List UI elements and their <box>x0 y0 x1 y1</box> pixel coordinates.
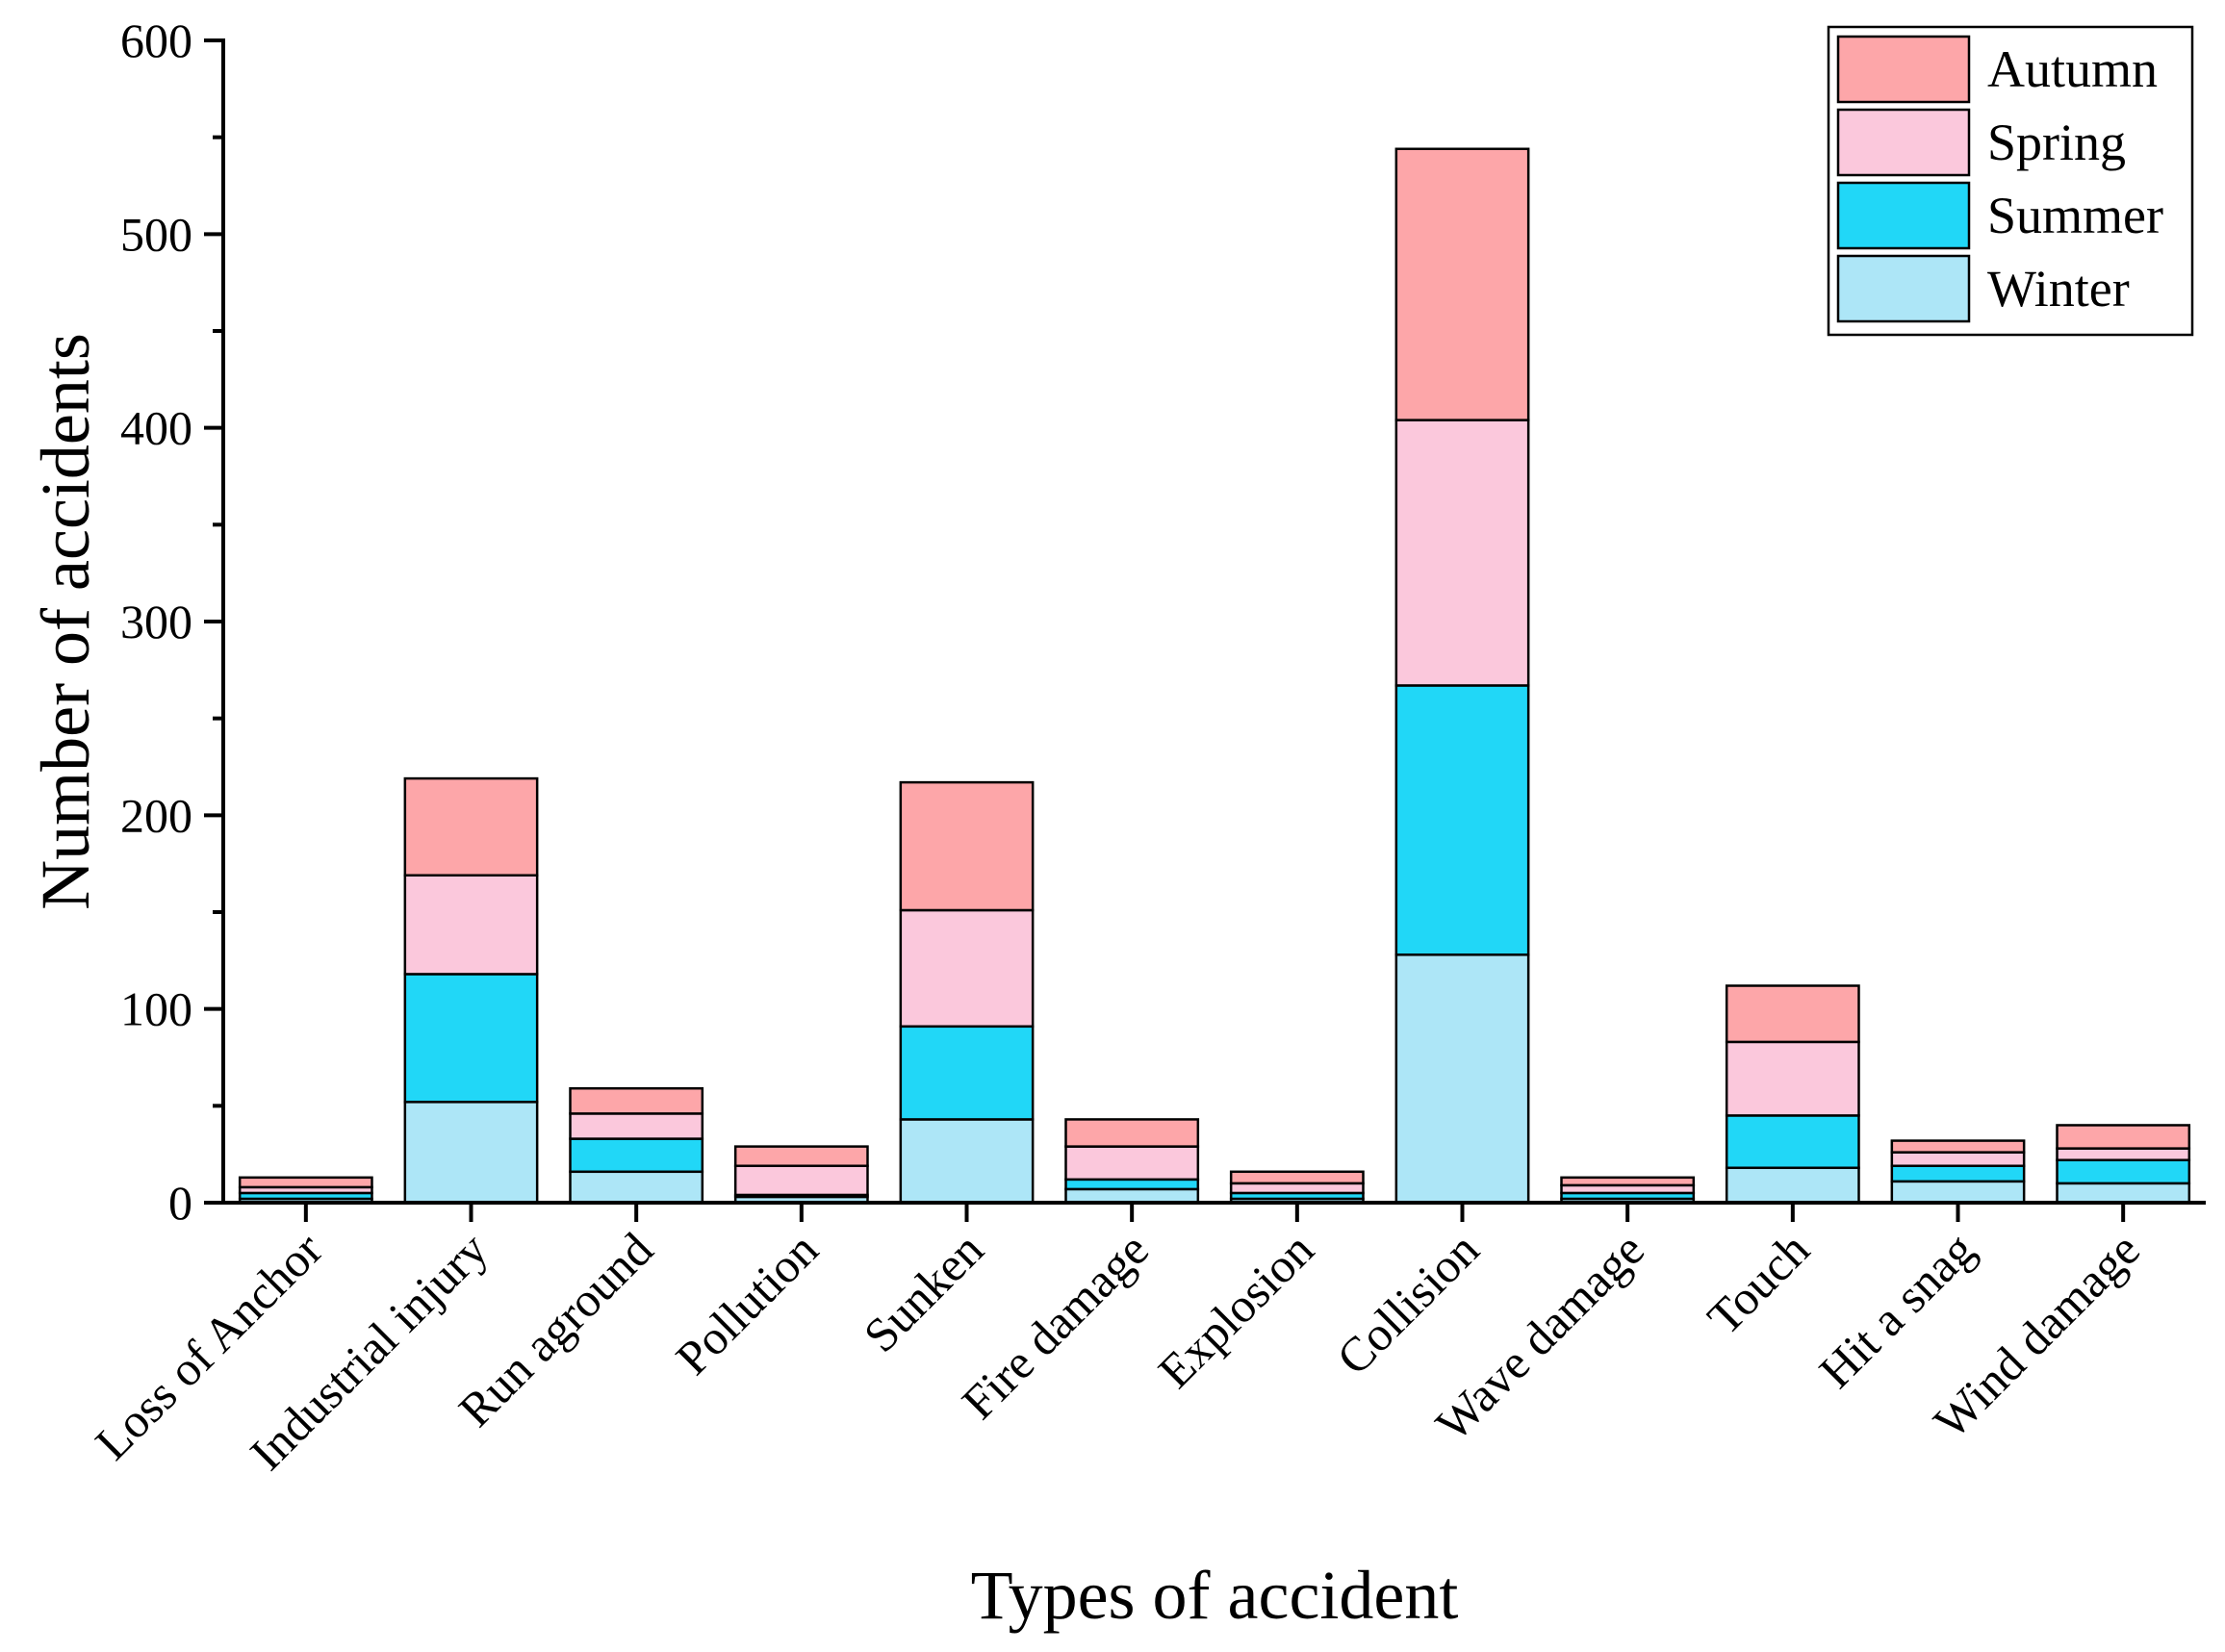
bar-summer-industrial-injury <box>403 973 539 1104</box>
bar-autumn-wind-damage <box>2056 1124 2191 1150</box>
bar-autumn-hit-a-snag <box>1890 1139 2026 1154</box>
legend-swatch-summer <box>1836 181 1971 250</box>
bar-spring-collision <box>1394 419 1530 687</box>
bar-area <box>238 147 2191 1205</box>
bar-winter-wind-damage <box>2056 1182 2191 1205</box>
x-tick-label: Hit a snag <box>1808 1222 1984 1398</box>
legend-label-winter: Winter <box>1987 260 2130 318</box>
bar-spring-sunken <box>899 908 1035 1029</box>
x-tick-label: Touch <box>1697 1222 1819 1344</box>
bar-spring-run-aground <box>569 1112 704 1140</box>
bar-summer-run-aground <box>569 1137 704 1174</box>
bar-autumn-collision <box>1394 147 1530 421</box>
bar-winter-run-aground <box>569 1170 704 1205</box>
y-axis-title: Number of accidents <box>27 333 104 910</box>
y-tick-label: 200 <box>120 788 192 842</box>
legend-label-autumn: Autumn <box>1987 40 2158 98</box>
bar-winter-touch <box>1725 1166 1860 1205</box>
legend: Autumn Spring Summer Winter <box>1827 25 2194 337</box>
legend-swatch-spring <box>1836 108 1971 177</box>
y-tick-label: 0 <box>168 1176 192 1230</box>
bar-summer-wind-damage <box>2056 1158 2191 1185</box>
bar-summer-hit-a-snag <box>1890 1164 2026 1183</box>
y-tick-label: 300 <box>120 595 192 648</box>
bar-autumn-industrial-injury <box>403 776 539 877</box>
bar-summer-collision <box>1394 684 1530 956</box>
axes <box>204 38 2206 1222</box>
x-axis-title: Types of accident <box>971 1557 1459 1634</box>
bar-spring-touch <box>1725 1040 1860 1117</box>
bar-winter-fire-damage <box>1064 1187 1200 1205</box>
bar-winter-sunken <box>899 1118 1035 1205</box>
y-tick-label: 600 <box>120 13 192 67</box>
bar-spring-fire-damage <box>1064 1145 1200 1182</box>
bar-winter-industrial-injury <box>403 1101 539 1205</box>
legend-label-spring: Spring <box>1987 114 2126 171</box>
bar-summer-touch <box>1725 1114 1860 1170</box>
x-tick-label: Sunken <box>854 1222 994 1362</box>
bar-winter-hit-a-snag <box>1890 1180 2026 1205</box>
bar-winter-collision <box>1394 953 1530 1205</box>
bar-autumn-run-aground <box>569 1086 704 1115</box>
bar-autumn-touch <box>1725 984 1860 1044</box>
x-tick-label: Pollution <box>665 1222 828 1385</box>
bar-spring-pollution <box>733 1164 869 1197</box>
bar-autumn-sunken <box>899 780 1035 912</box>
x-tick-label: Explosion <box>1148 1222 1324 1398</box>
y-tick-labels: 0 100 200 300 400 500 600 <box>120 13 192 1230</box>
bar-spring-hit-a-snag <box>1890 1151 2026 1167</box>
bar-autumn-loss-of-anchor <box>238 1176 373 1189</box>
legend-swatch-winter <box>1836 254 1971 323</box>
bar-summer-sunken <box>899 1025 1035 1121</box>
y-tick-label: 100 <box>120 982 192 1036</box>
x-tick-label: Collision <box>1326 1222 1489 1385</box>
bar-spring-industrial-injury <box>403 874 539 976</box>
bar-autumn-explosion <box>1229 1170 1365 1185</box>
bar-autumn-wave-damage <box>1560 1176 1696 1187</box>
bar-autumn-pollution <box>733 1145 869 1167</box>
bar-spring-wind-damage <box>2056 1147 2191 1161</box>
y-tick-label: 500 <box>120 207 192 261</box>
legend-swatch-autumn <box>1836 35 1971 104</box>
y-tick-label: 400 <box>120 401 192 455</box>
bar-spring-explosion <box>1229 1182 1365 1195</box>
legend-label-summer: Summer <box>1987 187 2163 244</box>
bar-autumn-fire-damage <box>1064 1118 1200 1148</box>
bar-summer-fire-damage <box>1064 1178 1200 1191</box>
